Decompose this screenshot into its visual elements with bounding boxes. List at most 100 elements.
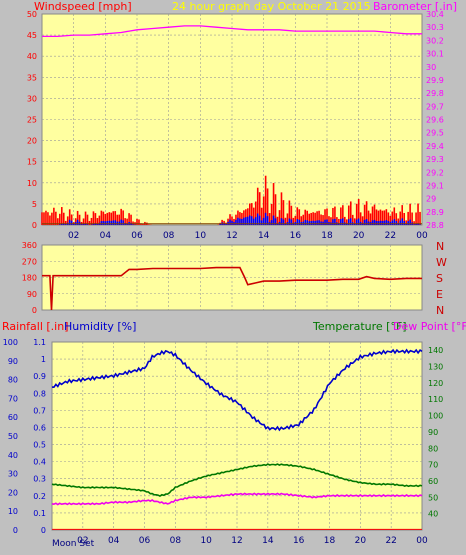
dewpoint-label: Dew Point [°F]	[393, 320, 466, 333]
climate-x-axis: 02 04 06 08 10 12 14 16 18 20 22 00	[77, 536, 428, 546]
rainfall-y-axis: 0 10 20 30 40 50 60 70 80 90 100	[3, 338, 18, 535]
barometer-y-tick: 30.1	[426, 50, 444, 59]
wind-y-tick: 45	[27, 31, 37, 40]
climate-series-group	[51, 348, 423, 530]
climate-x-tick: 08	[170, 536, 182, 546]
wind-x-tick: 16	[290, 231, 302, 241]
compass-letter: W	[436, 256, 447, 269]
rainfall-y-tick: 40	[8, 451, 18, 460]
climate-x-tick: 22	[385, 536, 396, 546]
wind-y-axis: 0 5 10 15 20 25 30 35 40 45 50	[27, 10, 37, 230]
rainfall-y-tick: 10	[8, 507, 18, 516]
rainfall-y-tick: 70	[8, 394, 18, 403]
graph-title: 24 hour graph day October 21 2015	[172, 0, 371, 13]
wind-y-tick: 35	[27, 73, 37, 82]
wind-x-axis: 02 04 06 08 10 12 14 16 18 20 22 00	[68, 231, 428, 241]
climate-x-tick: 02	[77, 536, 88, 546]
climate-x-tick: 06	[139, 536, 151, 546]
compass-letter: S	[436, 272, 443, 285]
rainfall-y-tick: 30	[8, 470, 18, 479]
rainfall-y-tick: 100	[3, 338, 18, 347]
humidity-y-tick: 0.7	[33, 406, 46, 415]
humidity-y-tick: 0.4	[33, 458, 46, 467]
barometer-y-tick: 29.1	[426, 181, 444, 190]
humidity-y-tick: 1	[41, 355, 46, 364]
wind-y-tick: 15	[27, 158, 37, 167]
climate-x-tick: 16	[293, 536, 305, 546]
moon-set-label: Moon Set	[52, 539, 95, 549]
temperature-y-tick: 90	[428, 428, 438, 437]
barometer-label: Barometer [.in]	[373, 0, 457, 13]
wind-x-tick: 00	[416, 231, 428, 241]
barometer-y-tick: 30.4	[426, 10, 444, 19]
barometer-y-axis: 28.8 28.9 29 29.1 29.2 29.3 29.4 29.5 29.6 29.7 29…	[426, 10, 444, 230]
humidity-y-tick: 0.9	[33, 372, 46, 381]
wind-x-tick: 08	[163, 231, 175, 241]
climate-x-tick: 12	[231, 536, 242, 546]
rainfall-y-tick: 90	[8, 357, 18, 366]
rainfall-y-tick: 20	[8, 488, 18, 497]
temperature-y-tick: 100	[428, 412, 443, 421]
direction-line	[42, 266, 422, 311]
windspeed-label: Windspeed [mph]	[34, 0, 132, 13]
direction-y-tick: 0	[32, 306, 37, 315]
direction-grid	[42, 245, 422, 310]
barometer-y-tick: 29.4	[426, 142, 444, 151]
wind-x-tick: 02	[68, 231, 79, 241]
temperature-y-tick: 70	[428, 461, 438, 470]
humidity-y-tick: 0.1	[33, 509, 46, 518]
direction-y-tick: 180	[22, 274, 37, 283]
wind-y-tick: 30	[27, 94, 37, 103]
temperature-y-tick: 40	[428, 510, 438, 519]
wind-x-tick: 12	[226, 231, 237, 241]
humidity-label: Humidity [%]	[64, 320, 136, 333]
barometer-line	[42, 25, 422, 38]
direction-y-tick: 270	[22, 257, 37, 266]
barometer-y-tick: 28.8	[426, 221, 444, 230]
climate-grid	[52, 342, 422, 530]
humidity-y-tick: 0.8	[33, 389, 46, 398]
humidity-y-tick: 0.3	[33, 475, 46, 484]
wind-x-tick: 04	[100, 231, 112, 241]
temperature-y-tick: 110	[428, 395, 443, 404]
climate-x-tick: 20	[355, 536, 367, 546]
wind-y-tick: 25	[27, 116, 37, 125]
barometer-y-tick: 30.3	[426, 23, 444, 32]
climate-x-tick: 04	[108, 536, 120, 546]
wind-series-group	[41, 25, 422, 225]
barometer-y-tick: 29.7	[426, 102, 444, 111]
humidity-y-tick: 0	[41, 526, 46, 535]
temperature-y-tick: 60	[428, 477, 438, 486]
humidity-y-tick: 0.5	[33, 441, 46, 450]
climate-x-tick: 00	[416, 536, 428, 546]
temperature-y-tick: 80	[428, 444, 438, 453]
wind-y-tick: 50	[27, 10, 37, 19]
direction-series-group	[42, 266, 422, 311]
humidity-line	[51, 348, 423, 432]
barometer-y-tick: 29.9	[426, 76, 444, 85]
humidity-y-tick: 0.2	[33, 492, 46, 501]
wind-y-tick: 5	[32, 200, 37, 209]
compass-letter: N	[436, 240, 444, 253]
direction-y-tick: 90	[27, 290, 37, 299]
direction-y-tick: 360	[22, 241, 37, 250]
barometer-y-tick: 29.5	[426, 129, 444, 138]
barometer-y-tick: 29.6	[426, 116, 444, 125]
rainfall-y-tick: 60	[8, 413, 18, 422]
rainfall-y-tick: 0	[13, 526, 18, 535]
dewpoint-line	[51, 492, 423, 506]
rainfall-label: Rainfall [.in]	[2, 320, 69, 333]
wind-y-tick: 10	[27, 179, 37, 188]
barometer-y-tick: 30	[426, 63, 436, 72]
wind-x-tick: 22	[385, 231, 396, 241]
humidity-y-tick: 0.6	[33, 423, 46, 432]
wind-x-tick: 10	[195, 231, 207, 241]
direction-y-axis: 0 90 180 270 360	[22, 241, 37, 315]
temperature-label: Temperature [°F]	[312, 320, 407, 333]
climate-x-tick: 10	[200, 536, 212, 546]
temperature-y-tick: 120	[428, 379, 443, 388]
climate-x-tick: 14	[262, 536, 274, 546]
compass-letter: N	[436, 304, 444, 317]
temperature-y-tick: 140	[428, 346, 443, 355]
